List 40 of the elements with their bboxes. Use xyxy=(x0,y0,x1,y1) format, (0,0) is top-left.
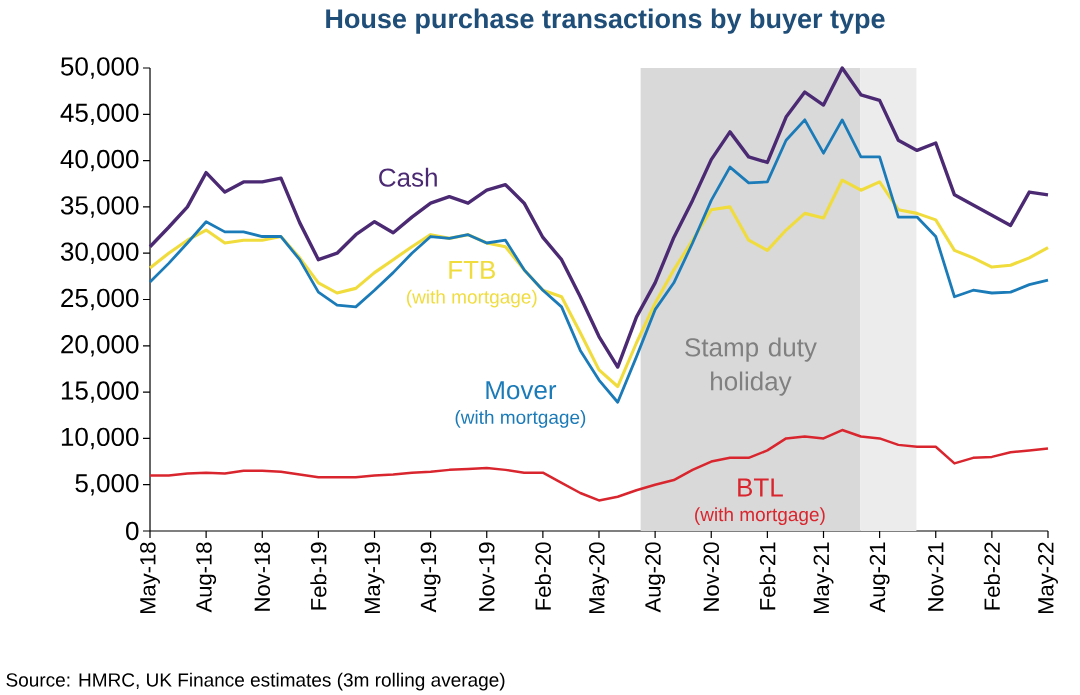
line-series xyxy=(148,118,1050,404)
line-series xyxy=(148,66,1050,369)
x-tick-label: Nov-19 xyxy=(478,542,495,611)
annotation: (with mortgage) xyxy=(455,410,586,428)
x-tick-label: Feb-22 xyxy=(983,542,1000,610)
x-tick-label: May-20 xyxy=(589,542,609,614)
source-note: Source: HMRC, UK Finance estimates (3m rolling average) xyxy=(6,672,505,691)
annotation: (with mortgage) xyxy=(406,289,537,308)
y-tick-label: 20,000 xyxy=(61,335,139,357)
y-tick-label: 10,000 xyxy=(61,427,139,450)
series-label: Mover xyxy=(486,381,557,400)
y-tick-label: 45,000 xyxy=(60,103,139,126)
y-tick-label: 15,000 xyxy=(61,381,139,403)
band-label: Stamp duty holiday xyxy=(685,337,817,396)
x-tick-label: May-18 xyxy=(140,542,160,614)
x-tick-label: Nov-18 xyxy=(254,542,271,611)
series-label: Cash xyxy=(379,167,437,187)
annotation: (with mortgage) xyxy=(695,507,825,526)
x-tick-label: Nov-21 xyxy=(927,542,944,611)
x-tick-label: Feb-19 xyxy=(310,542,327,610)
y-tick-label: 35,000 xyxy=(60,196,139,218)
y-tick-label: 5,000 xyxy=(75,473,139,496)
x-tick-label: May-22 xyxy=(1038,542,1058,614)
x-tick-label: Feb-21 xyxy=(759,542,776,610)
y-tick-label: 0 xyxy=(126,521,139,541)
y-tick-label: 25,000 xyxy=(61,288,139,311)
chart-title: House purchase transactions by buyer type xyxy=(326,8,885,34)
x-tick-label: May-19 xyxy=(364,542,385,614)
y-tick-label: 50,000 xyxy=(60,57,139,79)
x-tick-label: Aug-21 xyxy=(869,542,890,613)
x-tick-label: Aug-19 xyxy=(420,542,441,613)
y-tick-label: 30,000 xyxy=(60,242,139,264)
x-tick-label: Nov-20 xyxy=(703,542,720,611)
x-tick-label: May-21 xyxy=(813,542,834,614)
series-label: BTL xyxy=(738,478,783,497)
x-tick-label: Aug-20 xyxy=(645,542,666,613)
x-tick-label: Aug-18 xyxy=(196,542,217,613)
y-tick-label: 40,000 xyxy=(60,149,139,172)
series-label: FTB xyxy=(449,260,495,279)
x-tick-label: Feb-20 xyxy=(534,542,551,610)
